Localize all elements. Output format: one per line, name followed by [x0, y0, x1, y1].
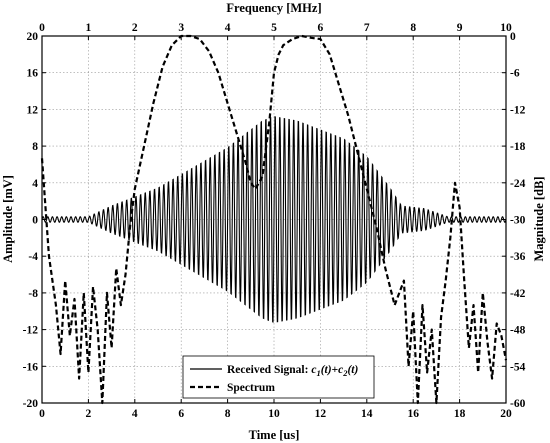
y2-tick-label: -24 — [510, 178, 526, 190]
x-tick-label: 10 — [268, 408, 280, 420]
signal-line — [41, 116, 507, 323]
y2-tick-label: -18 — [510, 141, 526, 153]
y2-tick-label: -36 — [510, 251, 526, 263]
legend-math-sub1: 1 — [316, 368, 320, 378]
y-tick-label: 0 — [32, 215, 38, 227]
legend: Received Signal: c1(t)+c2(t) Spectrum — [182, 355, 375, 399]
x-tick-label: 0 — [39, 408, 45, 420]
y2-tick-label: -60 — [510, 398, 526, 410]
x2-tick-label: 8 — [410, 22, 416, 34]
x2-axis-label: Frequency [MHz] — [226, 1, 321, 15]
x-tick-label: 2 — [86, 408, 92, 420]
y-tick-label: 8 — [32, 141, 38, 153]
legend-math-t2: (t) — [347, 364, 358, 376]
y2-axis-label: Magnitude [dB] — [532, 176, 546, 261]
x2-tick-label: 1 — [86, 22, 92, 34]
x2-tick-label: 4 — [225, 22, 231, 34]
x-tick-label: 6 — [178, 408, 184, 420]
legend-math-sub2: 2 — [342, 368, 348, 378]
x-axis-label: Time [us] — [249, 428, 300, 442]
y-tick-label: 4 — [32, 178, 38, 190]
y-tick-label: -12 — [23, 325, 39, 337]
legend-label-signal: Received Signal: c1(t)+c2(t) — [227, 364, 358, 378]
y2-tick-label: -12 — [510, 104, 526, 116]
x-tick-label: 8 — [225, 408, 231, 420]
legend-box — [182, 355, 375, 399]
x2-tick-label: 0 — [39, 22, 45, 34]
y2-tick-label: -30 — [510, 215, 526, 227]
y-tick-label: -8 — [28, 288, 38, 300]
x-tick-label: 16 — [407, 408, 419, 420]
spectrum-line — [40, 34, 508, 405]
y-tick-label: -16 — [23, 361, 39, 373]
y-axis-label: Amplitude [mV] — [1, 175, 15, 263]
series-layer — [40, 34, 508, 405]
y-tick-label: -20 — [23, 398, 39, 410]
x2-tick-label: 3 — [178, 22, 184, 34]
y-tick-label: 12 — [27, 104, 39, 116]
y2-tick-label: -48 — [510, 325, 526, 337]
x2-tick-label: 6 — [318, 22, 324, 34]
ticks-layer: 0 2 4 6 8 10 12 14 16 18 200 1 2 3 4 5 6 7 8 9 10-20-16-12-8… — [23, 22, 526, 420]
x2-tick-label: 2 — [132, 22, 138, 34]
y-tick-label: 20 — [27, 31, 39, 43]
y2-tick-label: 0 — [510, 31, 516, 43]
x-tick-label: 12 — [315, 408, 327, 420]
y2-tick-label: -54 — [510, 361, 526, 373]
legend-math-t1: (t)+ — [321, 364, 339, 376]
y-tick-label: 16 — [27, 68, 39, 80]
legend-label-spectrum: Spectrum — [227, 382, 275, 394]
y-tick-label: -4 — [28, 251, 38, 263]
x-tick-label: 4 — [132, 408, 138, 420]
legend-math-c1: c — [311, 364, 316, 376]
x-tick-label: 20 — [500, 408, 512, 420]
x-tick-label: 14 — [361, 408, 373, 420]
legend-math-c2: c — [338, 364, 343, 376]
y2-tick-label: -6 — [510, 68, 520, 80]
x-tick-label: 18 — [454, 408, 466, 420]
x2-tick-label: 10 — [500, 22, 512, 34]
y2-tick-label: -42 — [510, 288, 526, 300]
x2-tick-label: 9 — [457, 22, 463, 34]
legend-label-signal-prefix: Received Signal: — [227, 364, 311, 376]
x2-tick-label: 5 — [271, 22, 277, 34]
x2-tick-label: 7 — [364, 22, 370, 34]
